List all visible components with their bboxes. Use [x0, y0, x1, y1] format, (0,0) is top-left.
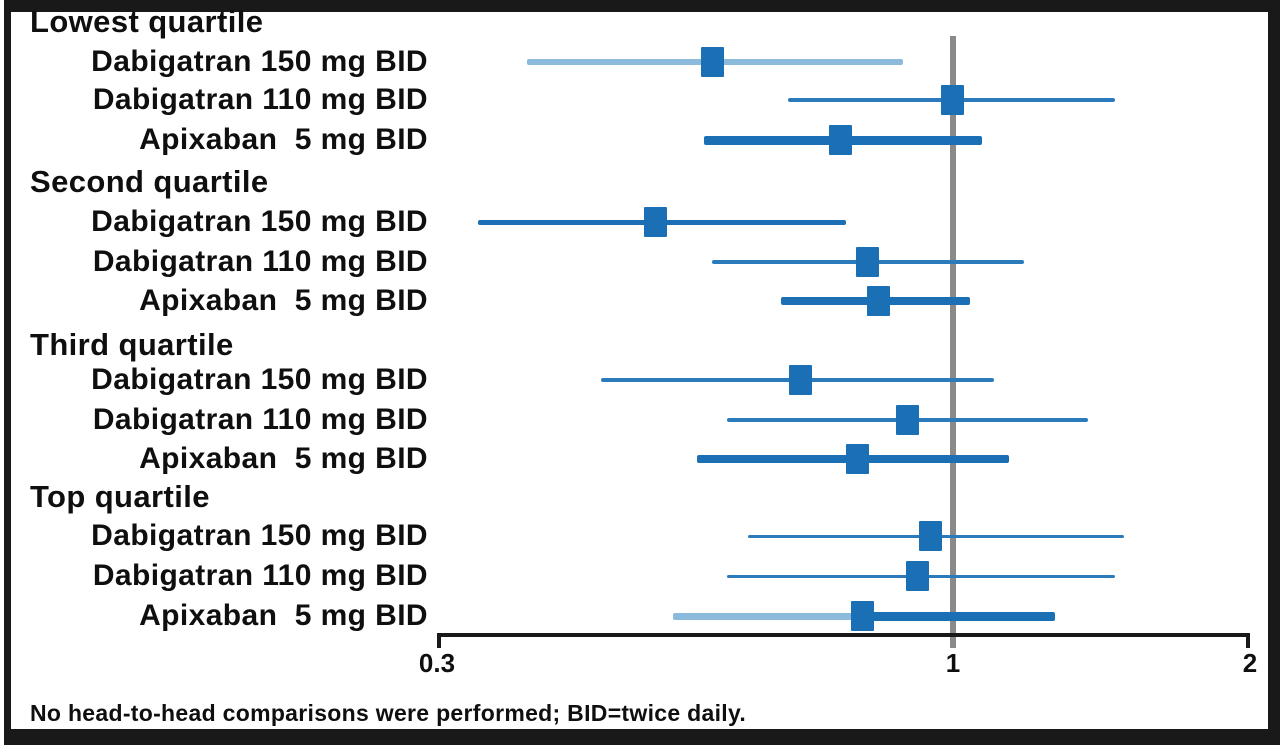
x-axis-right-tick: [1246, 633, 1250, 648]
row-label: Dabigatran 150 mg BID: [91, 205, 428, 238]
row-label: Dabigatran 110 mg BID: [92, 559, 428, 592]
row-label: Dabigatran 150 mg BID: [91, 519, 428, 552]
point-marker: [829, 125, 853, 155]
point-marker: [788, 365, 812, 395]
group-heading: Top quartile: [30, 479, 210, 514]
figure-border: [4, 0, 1280, 745]
point-marker: [941, 85, 965, 115]
row-label: Dabigatran 150 mg BID: [91, 363, 428, 396]
ci-line-lower: [672, 612, 863, 620]
point-marker: [845, 444, 869, 474]
row-label: Apixaban 5 mg BID: [139, 442, 428, 475]
x-axis-left-tick: [437, 633, 441, 648]
ci-line-upper: [862, 611, 1056, 621]
point-marker: [856, 247, 880, 277]
point-marker: [866, 286, 890, 316]
point-marker: [700, 47, 724, 77]
group-heading: Lowest quartile: [30, 4, 264, 39]
row-label: Dabigatran 110 mg BID: [92, 83, 428, 116]
point-marker: [919, 521, 943, 551]
row-label: Dabigatran 110 mg BID: [92, 403, 428, 436]
x-axis-line: [437, 633, 1250, 637]
x-tick-label: 2: [1242, 648, 1258, 678]
footnote: No head-to-head comparisons were perform…: [30, 700, 747, 726]
reference-line: [949, 36, 956, 648]
row-label: Apixaban 5 mg BID: [139, 599, 428, 632]
row-label: Apixaban 5 mg BID: [139, 123, 428, 156]
x-tick-label: 0.3: [418, 648, 456, 678]
point-marker: [896, 405, 920, 435]
point-marker: [905, 561, 929, 591]
group-heading: Second quartile: [30, 164, 269, 199]
row-label: Apixaban 5 mg BID: [139, 284, 428, 317]
point-marker: [644, 207, 668, 237]
row-label: Dabigatran 110 mg BID: [92, 245, 428, 278]
row-label: Dabigatran 150 mg BID: [91, 45, 428, 78]
point-marker: [851, 601, 875, 631]
x-tick-label: 1: [945, 648, 961, 678]
group-heading: Third quartile: [30, 327, 234, 362]
